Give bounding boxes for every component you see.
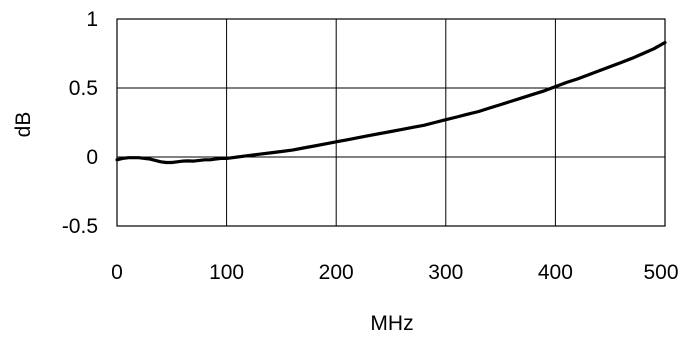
grid [116, 18, 666, 227]
x-tick-label: 0 [111, 261, 123, 284]
x-tick-label: 200 [319, 261, 354, 284]
y-tick-label: 1 [86, 8, 98, 31]
y-tick-label: -0.5 [62, 215, 98, 238]
x-tick-label: 500 [643, 261, 678, 284]
y-tick-label: 0.5 [69, 77, 98, 100]
y-axis-label: dB [12, 112, 35, 138]
x-tick-label: 100 [209, 261, 244, 284]
y-tick-label: 0 [86, 146, 98, 169]
x-axis-label: MHz [370, 312, 413, 335]
series-line [115, 40, 667, 165]
x-tick-label: 300 [428, 261, 463, 284]
x-tick-labels: 0 100 200 300 400 500 [111, 261, 678, 284]
x-tick-label: 400 [538, 261, 573, 284]
y-tick-labels: -0.5 0 0.5 1 [62, 8, 98, 238]
plot-area-frame [116, 18, 666, 227]
